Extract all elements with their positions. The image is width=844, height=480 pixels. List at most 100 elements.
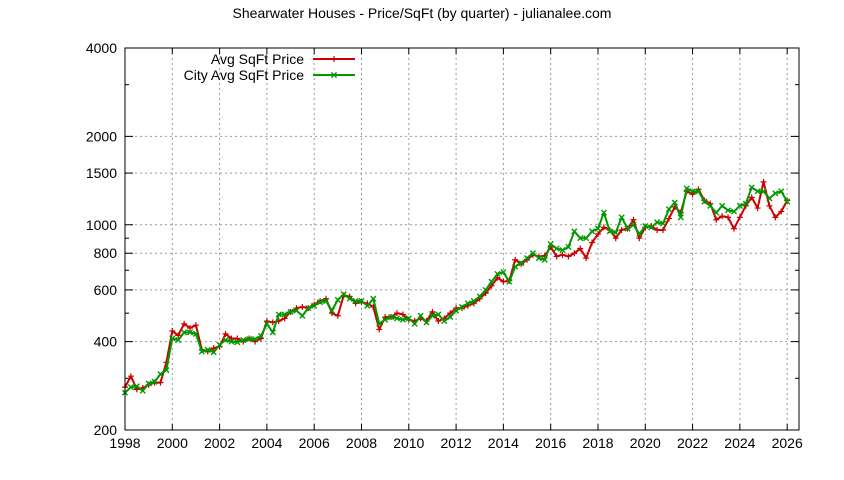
data-point (512, 256, 519, 263)
data-point (494, 270, 501, 278)
x-tick-label: 2010 (393, 435, 424, 451)
data-point (328, 307, 336, 314)
data-point (464, 300, 472, 307)
data-point (689, 188, 696, 195)
data-point (411, 320, 418, 327)
data-point (571, 250, 578, 257)
data-point (553, 253, 560, 260)
chart-title: Shearwater Houses - Price/SqFt (by quart… (233, 5, 612, 21)
x-tick-label: 1998 (109, 435, 140, 451)
data-point (181, 329, 188, 336)
data-point (399, 316, 406, 323)
y-tick-label: 1500 (86, 165, 117, 181)
x-tick-label: 2016 (535, 435, 566, 451)
data-point (500, 268, 507, 276)
data-point (760, 188, 767, 195)
data-point (376, 326, 383, 333)
data-point (766, 195, 773, 202)
data-point (435, 311, 442, 318)
data-point (263, 320, 270, 327)
data-point (772, 214, 779, 221)
data-point (665, 206, 673, 213)
data-point (754, 188, 761, 195)
data-point (636, 235, 643, 242)
data-point (583, 235, 590, 242)
data-point (565, 243, 572, 251)
data-point (133, 383, 140, 390)
data-point (612, 235, 619, 242)
data-point (654, 226, 661, 233)
data-point (654, 219, 661, 226)
legend-label: City Avg SqFt Price (184, 67, 305, 83)
data-point (210, 349, 217, 356)
data-point (269, 329, 276, 336)
data-point (784, 198, 791, 205)
data-point (470, 297, 477, 305)
data-point (340, 291, 347, 298)
data-point (583, 255, 590, 262)
data-point (500, 278, 507, 285)
y-tick-label: 4000 (86, 40, 117, 56)
data-point (127, 373, 134, 380)
data-point (228, 338, 235, 345)
x-tick-label: 2020 (630, 435, 661, 451)
data-point (707, 202, 714, 209)
data-point (204, 346, 211, 353)
data-point (630, 216, 637, 223)
data-point (293, 307, 300, 314)
x-tick-label: 2004 (251, 435, 282, 451)
data-point (311, 302, 318, 309)
y-tick-label: 600 (94, 282, 118, 298)
data-point (577, 235, 584, 242)
data-point (370, 295, 377, 302)
data-point (458, 303, 466, 311)
legend-item: Avg SqFt Price (211, 51, 355, 67)
data-point (240, 336, 247, 344)
data-point (713, 216, 720, 223)
series-city-avg-sqft-price (121, 184, 791, 396)
y-tick-label: 800 (94, 245, 118, 261)
data-point (352, 297, 359, 305)
data-point (730, 225, 737, 232)
y-tick-label: 200 (94, 422, 118, 438)
data-point (358, 297, 365, 305)
data-point (766, 202, 773, 209)
data-point (317, 299, 324, 306)
data-point (330, 71, 338, 79)
data-point (529, 250, 537, 257)
data-point (571, 228, 578, 235)
legend-label: Avg SqFt Price (211, 51, 304, 67)
axes: 1998 2000 2002 2004 2006 2008 2010 2012 2014 2016… (86, 40, 803, 451)
data-point (192, 322, 199, 329)
data-point (695, 188, 702, 195)
data-point (541, 256, 548, 263)
data-point (251, 335, 259, 343)
x-tick-label: 2002 (204, 435, 235, 451)
x-tick-label: 2026 (772, 435, 803, 451)
data-point (175, 336, 182, 344)
data-point (754, 205, 761, 212)
data-point (447, 313, 454, 321)
data-point (612, 229, 619, 236)
data-point (618, 214, 625, 221)
data-point (701, 198, 708, 205)
x-tick-label: 2024 (724, 435, 755, 451)
x-tick-label: 2014 (488, 435, 519, 451)
data-point (748, 184, 755, 191)
data-point (429, 312, 436, 319)
data-point (559, 251, 566, 258)
data-point (600, 224, 607, 231)
data-point (139, 387, 146, 394)
data-point (624, 225, 631, 232)
data-point (719, 202, 726, 209)
x-tick-label: 2018 (582, 435, 613, 451)
y-tick-label: 1000 (86, 217, 117, 233)
data-point (423, 319, 430, 326)
data-point (169, 327, 176, 334)
data-point (778, 188, 785, 195)
data-point (228, 335, 235, 342)
data-point (683, 185, 690, 192)
data-point (157, 379, 164, 386)
data-point (630, 221, 637, 228)
data-point (547, 240, 554, 248)
